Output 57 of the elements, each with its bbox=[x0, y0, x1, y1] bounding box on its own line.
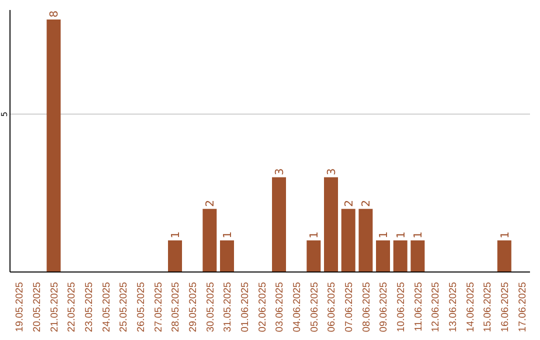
x-tick-label: 06.06.2025 bbox=[326, 282, 338, 332]
x-tick-label: 19.05.2025 bbox=[14, 282, 26, 332]
data-label: 8 bbox=[48, 10, 61, 18]
data-label: 2 bbox=[342, 200, 356, 207]
x-tick-label: 01.06.2025 bbox=[240, 282, 251, 332]
bar bbox=[202, 208, 217, 272]
data-label: 3 bbox=[325, 168, 338, 176]
x-tick-label: 16.06.2025 bbox=[500, 282, 511, 332]
x-tick-label: 10.06.2025 bbox=[396, 282, 407, 332]
x-tick-label: 20.05.2025 bbox=[32, 282, 43, 332]
data-label: 2 bbox=[204, 200, 217, 207]
bar bbox=[376, 240, 390, 272]
x-tick-label: 14.06.2025 bbox=[465, 282, 476, 332]
x-tick-label: 03.06.2025 bbox=[274, 282, 286, 332]
x-tick-label: 09.06.2025 bbox=[378, 282, 390, 332]
x-tick-label: 11.06.2025 bbox=[413, 282, 424, 332]
x-tick-label: 23.05.2025 bbox=[84, 282, 95, 332]
bar bbox=[393, 240, 408, 272]
data-label: 1 bbox=[498, 231, 512, 238]
x-tick-label: 29.05.2025 bbox=[188, 282, 199, 332]
data-label: 1 bbox=[221, 231, 234, 238]
bar bbox=[272, 177, 286, 272]
x-tick-label: 21.05.2025 bbox=[49, 282, 60, 332]
x-tick-label: 15.06.2025 bbox=[482, 282, 494, 332]
data-label: 1 bbox=[169, 231, 182, 238]
x-tick-label: 08.06.2025 bbox=[361, 282, 372, 332]
x-tick-label: 07.06.2025 bbox=[344, 282, 355, 332]
x-tick-label: 04.06.2025 bbox=[292, 282, 303, 332]
bar bbox=[341, 208, 356, 272]
x-tick-label: 30.05.2025 bbox=[205, 282, 216, 332]
x-tick-label: 28.05.2025 bbox=[170, 282, 182, 332]
bar bbox=[358, 208, 373, 272]
data-label: 1 bbox=[308, 231, 321, 238]
x-tick-label: 25.05.2025 bbox=[118, 282, 130, 332]
y-tick-label: 5 bbox=[0, 112, 9, 117]
x-tick-label: 22.05.2025 bbox=[66, 282, 78, 332]
bar bbox=[497, 240, 512, 272]
x-tick-label: 13.06.2025 bbox=[448, 282, 459, 332]
x-tick-label: 02.06.2025 bbox=[257, 282, 268, 332]
x-tick-label: 05.06.2025 bbox=[309, 282, 320, 332]
bar bbox=[220, 240, 234, 272]
data-label: 1 bbox=[412, 231, 425, 238]
bar bbox=[306, 240, 321, 272]
data-label: 2 bbox=[360, 200, 373, 207]
data-label: 3 bbox=[273, 168, 286, 176]
x-tick-label: 31.05.2025 bbox=[222, 282, 234, 332]
bar bbox=[168, 240, 182, 272]
data-label: 1 bbox=[394, 231, 408, 238]
bar bbox=[324, 177, 338, 272]
x-tick-label: 27.05.2025 bbox=[153, 282, 164, 332]
x-tick-label: 26.05.2025 bbox=[136, 282, 147, 332]
bar bbox=[46, 19, 61, 272]
x-tick-label: 17.06.2025 bbox=[517, 282, 528, 332]
x-tick-label: 24.05.2025 bbox=[101, 282, 112, 332]
x-tick-label: 12.06.2025 bbox=[430, 282, 442, 332]
data-label: 1 bbox=[377, 231, 390, 238]
bar bbox=[410, 240, 425, 272]
